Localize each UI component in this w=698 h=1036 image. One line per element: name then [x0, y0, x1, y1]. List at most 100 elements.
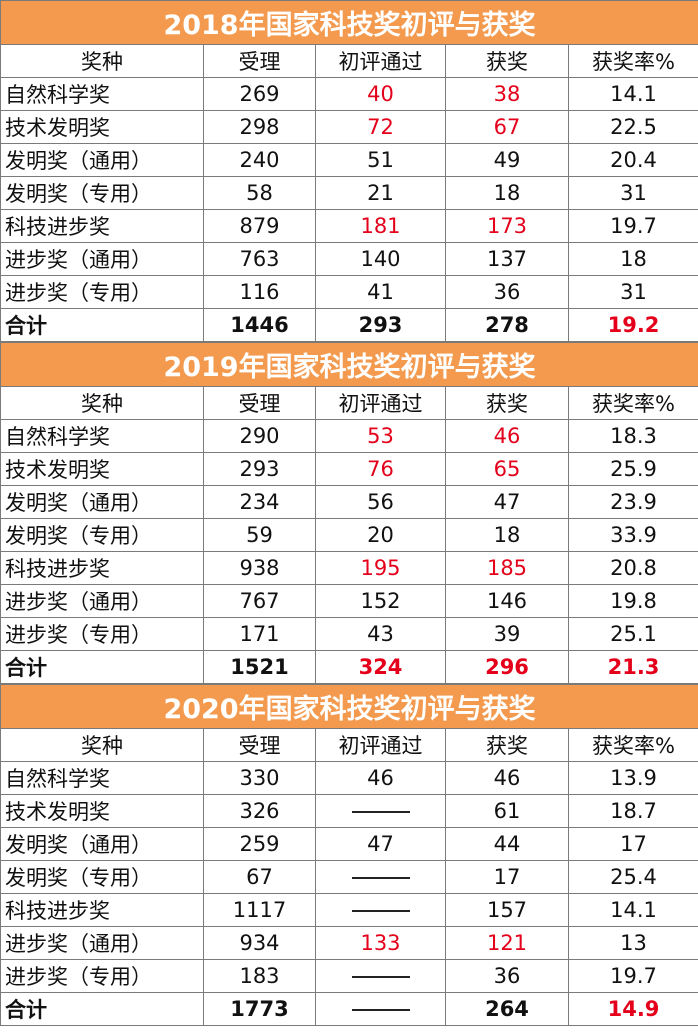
table-row: 发明奖（专用） 58 21 18 31: [0, 176, 698, 210]
award-name: 发明奖（专用）: [0, 176, 204, 210]
table-row: 进步奖（专用） 183 36 19.7: [0, 959, 698, 993]
column-header: 奖种: [0, 44, 204, 78]
table-cell: 152: [315, 584, 446, 618]
table-cell: 13.9: [567, 761, 698, 795]
table-cell: 25.4: [567, 860, 698, 894]
table-cell: 938: [203, 551, 316, 585]
table-row: 技术发明奖 298 72 67 22.5: [0, 110, 698, 144]
total-row: 合计 1446 293 278 19.2: [0, 308, 698, 342]
table-cell: 19.7: [567, 209, 698, 243]
column-header: 获奖率%: [567, 728, 698, 762]
table-cell: 763: [203, 242, 316, 276]
table-row: 科技进步奖 1117 157 14.1: [0, 893, 698, 927]
column-header: 获奖率%: [567, 386, 698, 420]
table-cell: 185: [445, 551, 569, 585]
table-cell: 65: [445, 452, 569, 486]
table-title: 2018年国家科技奖初评与获奖: [0, 0, 698, 45]
table-cell: 61: [445, 794, 569, 828]
table-row: 进步奖（通用） 934 133 121 13: [0, 926, 698, 960]
table-cell: 18.3: [567, 419, 698, 453]
award-name: 自然科学奖: [0, 419, 204, 453]
dash-mark: [351, 1009, 410, 1011]
table-cell: 195: [315, 551, 446, 585]
table-cell: 14.9: [567, 992, 698, 1026]
award-name: 进步奖（通用）: [0, 242, 204, 276]
column-header: 获奖: [445, 44, 569, 78]
table-cell: 18: [567, 242, 698, 276]
table-cell: 18.7: [567, 794, 698, 828]
table-cell: 278: [445, 308, 569, 342]
total-label: 合计: [0, 650, 204, 684]
table-cell: 240: [203, 143, 316, 177]
award-name: 进步奖（通用）: [0, 584, 204, 618]
award-name: 技术发明奖: [0, 794, 204, 828]
table-cell: 133: [315, 926, 446, 960]
table-cell: 25.9: [567, 452, 698, 486]
table-cell: [315, 860, 446, 894]
table-cell: [315, 893, 446, 927]
table-cell: 56: [315, 485, 446, 519]
table-cell: 67: [445, 110, 569, 144]
table-cell: [315, 992, 446, 1026]
table-cell: 259: [203, 827, 316, 861]
table-cell: 67: [203, 860, 316, 894]
table-cell: 17: [567, 827, 698, 861]
column-header: 奖种: [0, 386, 204, 420]
table-cell: 14.1: [567, 893, 698, 927]
header-row: 奖种 受理 初评通过 获奖 获奖率%: [0, 728, 698, 762]
table-cell: 330: [203, 761, 316, 795]
table-cell: 290: [203, 419, 316, 453]
column-header: 获奖: [445, 728, 569, 762]
table-cell: 22.5: [567, 110, 698, 144]
table-cell: 72: [315, 110, 446, 144]
table-cell: 324: [315, 650, 446, 684]
table-cell: 40: [315, 77, 446, 111]
table-row: 技术发明奖 326 61 18.7: [0, 794, 698, 828]
table-cell: 41: [315, 275, 446, 309]
award-name: 进步奖（专用）: [0, 617, 204, 651]
table-cell: 298: [203, 110, 316, 144]
table-row: 进步奖（通用） 763 140 137 18: [0, 242, 698, 276]
table-cell: 326: [203, 794, 316, 828]
table-cell: 14.1: [567, 77, 698, 111]
table-title: 2019年国家科技奖初评与获奖: [0, 342, 698, 387]
table-cell: 31: [567, 275, 698, 309]
award-name: 科技进步奖: [0, 209, 204, 243]
table-cell: 140: [315, 242, 446, 276]
table-cell: 137: [445, 242, 569, 276]
table-cell: 46: [445, 419, 569, 453]
award-name: 进步奖（专用）: [0, 959, 204, 993]
award-name: 发明奖（专用）: [0, 860, 204, 894]
table-cell: 21.3: [567, 650, 698, 684]
award-table-2: 2020年国家科技奖初评与获奖 奖种 受理 初评通过 获奖 获奖率% 自然科学奖 330 46 4…: [0, 684, 698, 1026]
table-cell: 49: [445, 143, 569, 177]
table-cell: 1117: [203, 893, 316, 927]
table-row: 发明奖（通用） 240 51 49 20.4: [0, 143, 698, 177]
header-row: 奖种 受理 初评通过 获奖 获奖率%: [0, 386, 698, 420]
table-title-row: 2019年国家科技奖初评与获奖: [0, 342, 698, 387]
table-cell: 269: [203, 77, 316, 111]
dash-mark: [351, 811, 410, 813]
table-cell: 19.8: [567, 584, 698, 618]
total-label: 合计: [0, 308, 204, 342]
table-cell: 19.2: [567, 308, 698, 342]
table-row: 技术发明奖 293 76 65 25.9: [0, 452, 698, 486]
table-cell: 181: [315, 209, 446, 243]
table-cell: 121: [445, 926, 569, 960]
table-cell: 46: [445, 761, 569, 795]
table-cell: 20: [315, 518, 446, 552]
dash-mark: [351, 910, 410, 912]
table-cell: 934: [203, 926, 316, 960]
table-cell: 39: [445, 617, 569, 651]
table-cell: 1446: [203, 308, 316, 342]
table-row: 发明奖（通用） 234 56 47 23.9: [0, 485, 698, 519]
table-cell: 19.7: [567, 959, 698, 993]
table-cell: 53: [315, 419, 446, 453]
award-name: 发明奖（通用）: [0, 827, 204, 861]
column-header: 初评通过: [315, 44, 446, 78]
table-cell: 18: [445, 176, 569, 210]
table-cell: 767: [203, 584, 316, 618]
total-row: 合计 1521 324 296 21.3: [0, 650, 698, 684]
table-cell: 157: [445, 893, 569, 927]
